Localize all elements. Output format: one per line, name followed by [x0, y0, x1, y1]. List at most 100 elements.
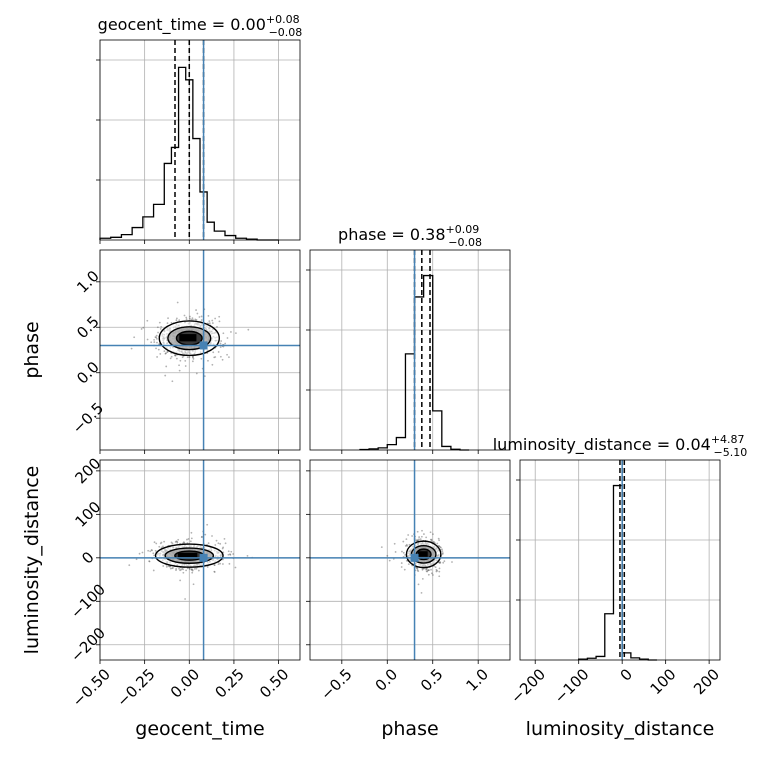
x-tick-label: −0.25 [113, 665, 158, 710]
sample-point [175, 569, 177, 572]
sample-point [441, 548, 443, 551]
sample-point [165, 352, 167, 355]
scatter-panel-geocent_time-phase: −0.50.00.51.0 [69, 249, 301, 454]
sample-point [435, 570, 438, 573]
sample-point [157, 331, 159, 334]
sample-point [162, 565, 165, 567]
sample-point [213, 570, 216, 573]
sample-point [425, 568, 428, 570]
sample-point [430, 538, 433, 541]
sample-point [217, 563, 220, 566]
x-tick-label: 1.0 [462, 665, 492, 695]
sample-point [421, 577, 424, 580]
sample-point [404, 545, 407, 547]
sample-point [407, 534, 410, 536]
sample-point [221, 358, 224, 361]
sample-point [174, 354, 177, 357]
sample-point [200, 357, 203, 360]
sample-point [185, 318, 188, 321]
sample-point [190, 568, 193, 571]
sample-point [201, 535, 203, 538]
sample-point [430, 572, 433, 575]
sample-point [156, 326, 159, 329]
sample-point [430, 540, 433, 542]
sample-point [425, 536, 428, 539]
sample-point [226, 353, 228, 356]
sample-point [194, 318, 197, 321]
sample-point [172, 566, 174, 569]
sample-point [176, 301, 179, 304]
sample-point [430, 568, 432, 571]
sample-point [218, 320, 221, 323]
x-axis-label-phase: phase [381, 718, 438, 740]
truth-marker [199, 553, 208, 562]
sample-point [164, 374, 167, 377]
density-layer [310, 460, 510, 660]
y-axis-label-phase: phase [21, 321, 43, 378]
sample-point [438, 570, 441, 573]
sample-point [153, 341, 156, 343]
panel-frame [309, 459, 511, 661]
sample-point [439, 561, 442, 563]
sample-point [197, 569, 200, 572]
sample-point [158, 545, 161, 548]
sample-point [150, 549, 153, 551]
x-tick-label: 0.50 [256, 665, 292, 701]
sample-point [148, 560, 151, 563]
sample-point [438, 562, 441, 564]
sample-point [427, 569, 430, 572]
sample-point [156, 341, 158, 344]
truth-marker [410, 553, 419, 562]
panel-frame [519, 459, 721, 661]
y-tick-label: 0 [78, 548, 97, 567]
scatter-panel-phase-luminosity_distance [306, 459, 511, 664]
sample-point [218, 315, 221, 318]
sample-point [247, 328, 250, 331]
sample-point [174, 541, 177, 543]
sample-point [149, 550, 152, 553]
sample-point [211, 322, 214, 324]
sample-point [393, 542, 396, 545]
sample-point [162, 545, 164, 548]
panel-frame [99, 39, 301, 241]
sample-point [141, 551, 144, 554]
sample-point [438, 567, 441, 570]
gridlines [310, 250, 510, 450]
sample-point [148, 560, 151, 563]
sample-point [405, 543, 408, 546]
x-tick-label: 0 [617, 665, 636, 684]
sample-point [157, 348, 160, 351]
sample-point [432, 540, 435, 543]
sample-point [415, 567, 418, 570]
x-axis-label-luminosity_distance: luminosity_distance [526, 718, 715, 740]
sample-point [411, 535, 414, 537]
sample-point [426, 570, 429, 573]
x-axis-label-geocent_time: geocent_time [135, 718, 264, 740]
sample-point [179, 359, 182, 362]
sample-point [438, 539, 441, 542]
sample-point [437, 544, 440, 547]
sample-point [176, 540, 179, 543]
sample-point [169, 357, 172, 360]
sample-point [216, 326, 218, 328]
sample-point [227, 553, 230, 556]
sample-point [437, 537, 440, 540]
sample-point [150, 341, 153, 344]
panel-frame [99, 459, 301, 661]
sample-point [170, 541, 173, 544]
sample-point [155, 542, 158, 545]
sample-point [153, 339, 155, 341]
sample-point [425, 570, 428, 573]
sample-point [208, 320, 211, 322]
sample-point [420, 535, 423, 538]
x-tick-label: −100 [551, 665, 593, 707]
hist-panel-phase: phase = 0.38+0.09 −0.08 [306, 223, 511, 454]
sample-point [189, 540, 192, 543]
sample-point [213, 564, 216, 566]
sample-point [405, 538, 408, 541]
sample-point [175, 317, 178, 320]
panel-frame [99, 249, 301, 451]
sample-point [207, 359, 209, 362]
sample-point [174, 354, 177, 357]
sample-point [418, 538, 420, 541]
